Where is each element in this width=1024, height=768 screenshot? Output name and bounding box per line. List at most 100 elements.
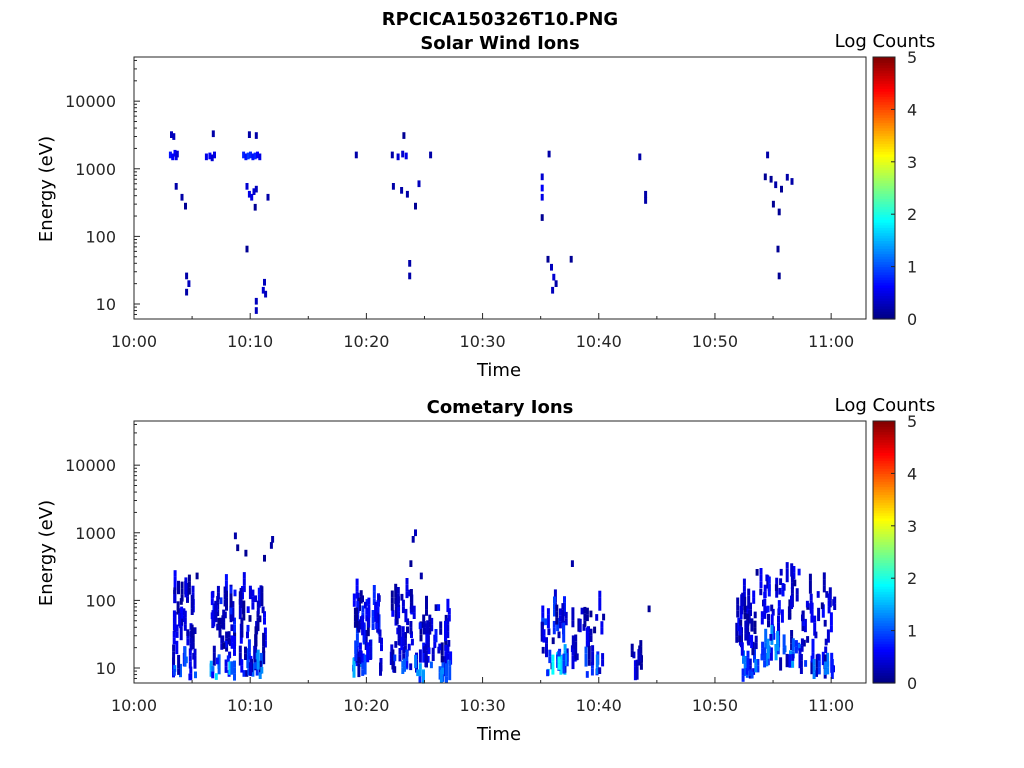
- heatmap-cell: [448, 673, 452, 681]
- heatmap-cell: [571, 607, 575, 614]
- heatmap-cell: [788, 661, 792, 668]
- heatmap-cell: [416, 669, 420, 677]
- colorbar-segment: [873, 290, 895, 294]
- heatmap-cell: [601, 659, 605, 667]
- heatmap-cell: [238, 612, 242, 620]
- colorbar-segment: [873, 617, 895, 621]
- heatmap-cell: [371, 610, 375, 617]
- heatmap-cell: [191, 585, 195, 593]
- heatmap-cell: [371, 616, 375, 624]
- heatmap-cell: [767, 576, 771, 584]
- heatmap-cell: [546, 621, 550, 629]
- heatmap-cell: [229, 612, 233, 620]
- heatmap-cell: [221, 621, 225, 629]
- heatmap-cell: [230, 668, 234, 675]
- heatmap-cell: [779, 663, 783, 671]
- colorbar-segment: [873, 528, 895, 532]
- heatmap-cell: [190, 631, 194, 638]
- heatmap-cell: [551, 286, 555, 294]
- axis-ticks-cometary: 10:00 10:10 10:20 10:30 10:40 10:50 11:00 10 100…: [65, 423, 854, 715]
- heatmap-cell: [747, 610, 751, 617]
- heatmap-cell: [412, 612, 416, 619]
- colorbar-segment: [873, 680, 895, 684]
- heatmap-cell: [595, 667, 599, 675]
- heatmap-cell: [244, 549, 248, 557]
- heatmap-cell: [236, 544, 240, 552]
- heatmap-cell: [776, 647, 780, 655]
- colorbar-segment: [873, 274, 895, 278]
- colorbar-solar-wind: 0 1 2 3 4 5: [872, 48, 917, 329]
- heatmap-cell: [765, 574, 769, 582]
- heatmap-cell: [358, 642, 362, 650]
- heatmap-cell: [540, 635, 544, 642]
- colorbar-segment: [873, 232, 895, 236]
- heatmap-cell: [558, 608, 562, 616]
- colorbar-segment: [873, 122, 895, 126]
- heatmap-cell: [367, 620, 371, 628]
- heatmap-cell: [737, 624, 741, 631]
- heatmap-cell: [391, 662, 395, 670]
- colorbar-segment: [873, 426, 895, 430]
- heatmap-cell: [791, 645, 795, 652]
- heatmap-cell: [368, 646, 372, 654]
- colorbar-segment: [873, 612, 895, 616]
- heatmap-cell: [368, 653, 372, 660]
- colorbar-segment: [873, 143, 895, 147]
- heatmap-cell: [372, 585, 376, 592]
- heatmap-cell: [540, 173, 544, 181]
- heatmap-cell: [219, 597, 223, 605]
- heatmap-cell: [179, 663, 182, 671]
- heatmap-cell: [426, 638, 430, 646]
- heatmap-cell: [822, 579, 826, 586]
- colorbar-segment: [873, 677, 895, 681]
- heatmap-cell: [598, 597, 602, 605]
- heatmap-cell: [438, 666, 442, 673]
- heatmap-cell: [755, 569, 759, 576]
- heatmap-cell: [551, 654, 555, 662]
- heatmap-cell: [251, 596, 255, 603]
- heatmap-cell: [172, 644, 176, 652]
- heatmap-cell: [378, 636, 382, 643]
- heatmap-cell: [227, 631, 231, 638]
- heatmap-cell: [770, 614, 774, 621]
- heatmap-cell: [591, 658, 595, 666]
- heatmap-cell: [750, 624, 754, 632]
- heatmap-cell: [753, 627, 757, 634]
- heatmap-cell: [423, 646, 426, 653]
- heatmap-cell: [797, 568, 801, 576]
- heatmap-cell: [790, 636, 794, 644]
- colorbar-segment: [873, 496, 895, 501]
- heatmap-cell: [440, 649, 444, 656]
- heatmap-cell: [571, 655, 575, 663]
- colorbar-segment: [873, 93, 895, 97]
- heatmap-cell: [825, 591, 829, 598]
- heatmap-cell: [193, 662, 197, 669]
- heatmap-cell: [366, 629, 370, 637]
- heatmap-cell: [182, 608, 186, 616]
- heatmap-cell: [578, 618, 582, 626]
- heatmap-cell: [817, 614, 821, 622]
- heatmap-cell: [417, 180, 421, 188]
- heatmap-cell: [639, 646, 643, 654]
- heatmap-cell: [764, 635, 768, 643]
- heatmap-cell: [551, 661, 555, 668]
- colorbar-segment: [873, 630, 895, 634]
- heatmap-cell: [245, 245, 249, 253]
- heatmap-cell: [352, 661, 356, 668]
- colorbar-segment: [873, 282, 895, 286]
- heatmap-cell: [173, 596, 177, 604]
- heatmap-cell: [550, 263, 553, 271]
- heatmap-cell: [815, 660, 819, 668]
- heatmap-cell: [391, 610, 395, 617]
- heatmap-cell: [409, 627, 413, 635]
- heatmap-cell: [390, 603, 394, 611]
- heatmap-cell: [172, 630, 176, 638]
- heatmap-cell: [558, 615, 562, 622]
- heatmap-cell: [777, 208, 781, 216]
- heatmap-cell: [418, 663, 422, 670]
- heatmap-cell: [766, 605, 770, 613]
- heatmap-cell: [574, 634, 578, 642]
- heatmap-cell: [355, 585, 359, 592]
- colorbar-segment: [873, 57, 895, 61]
- heatmap-cell: [785, 653, 789, 661]
